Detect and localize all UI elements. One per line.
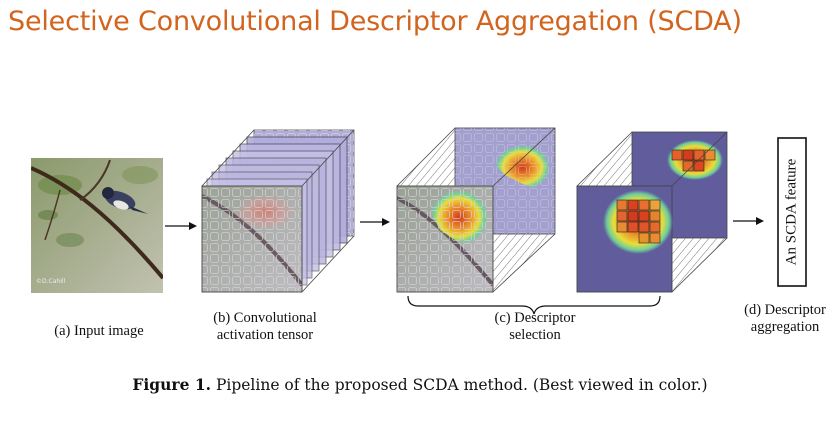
scda-feature-label: An SCDA feature: [783, 158, 800, 266]
label-descriptor-selection: (c) Descriptor selection: [494, 310, 576, 343]
selected-descriptors-tensor: [576, 131, 728, 293]
input-image: ©D.Cahill: [31, 158, 163, 293]
figure-caption-text: Pipeline of the proposed SCDA method. (B…: [211, 376, 708, 394]
scda-feature-box: [777, 137, 807, 287]
label-descriptor-aggregation: (d) Descriptor aggregation: [744, 302, 826, 335]
figure-caption: Figure 1. Pipeline of the proposed SCDA …: [0, 375, 840, 394]
figure-caption-label: Figure 1.: [132, 375, 212, 394]
arrow-b-to-c: [360, 218, 390, 226]
arrow-c-to-d: [733, 217, 764, 225]
activation-tensor: [201, 129, 355, 293]
descriptor-selection-tensor: [396, 127, 556, 293]
image-watermark: ©D.Cahill: [36, 278, 66, 285]
scda-feature-text: An SCDA feature: [778, 138, 806, 286]
selection-brace: [407, 295, 661, 315]
label-activation-tensor: (b) Convolutional activation tensor: [213, 310, 317, 343]
arrow-a-to-b: [165, 222, 197, 230]
label-input-image: (a) Input image: [54, 323, 144, 339]
slide-title: Selective Convolutional Descriptor Aggre…: [8, 6, 742, 37]
